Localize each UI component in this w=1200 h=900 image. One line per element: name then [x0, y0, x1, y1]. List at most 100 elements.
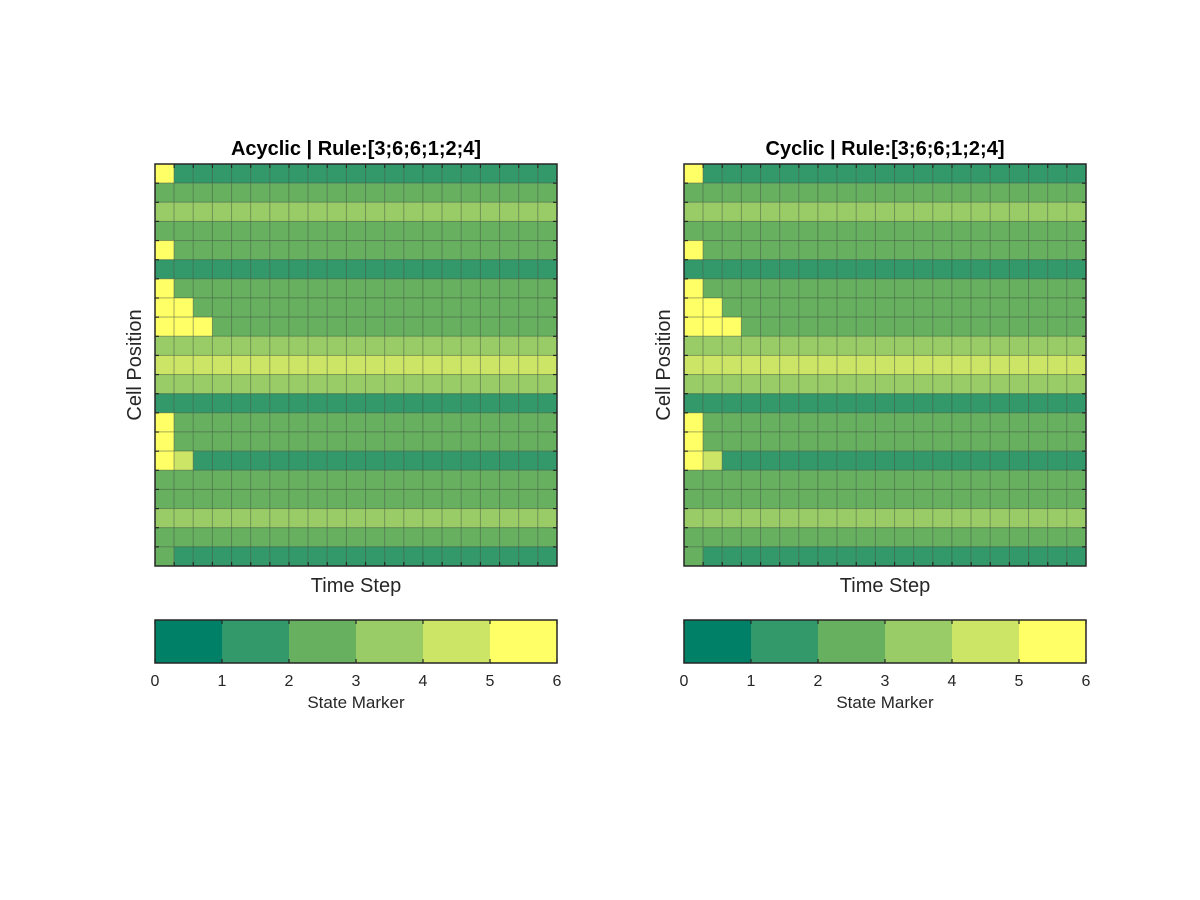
heatmap-cell — [326, 527, 347, 548]
heatmap-cell — [384, 240, 405, 261]
heatmap-cell — [970, 546, 991, 567]
heatmap-cell — [345, 527, 367, 548]
heatmap-cell — [307, 335, 328, 356]
heatmap-cell — [326, 201, 347, 222]
heatmap-cell — [269, 469, 290, 490]
heatmap-cell — [365, 163, 386, 184]
heatmap-cell — [1028, 374, 1049, 395]
heatmap-cell — [1047, 431, 1068, 452]
heatmap-cell — [231, 527, 252, 548]
heatmap-cell — [1066, 163, 1087, 184]
acyclic-colorbar-ticks: 0 1 2 3 4 5 6 — [151, 620, 562, 690]
heatmap-cell — [403, 546, 424, 567]
heatmap-cell — [460, 527, 481, 548]
heatmap-cell — [721, 508, 742, 529]
heatmap-cell — [307, 469, 328, 490]
heatmap-cell — [269, 335, 290, 356]
heatmap-cell — [1028, 201, 1049, 222]
heatmap-cell — [154, 354, 175, 376]
heatmap-cell — [422, 220, 443, 242]
heatmap-cell — [345, 354, 367, 376]
heatmap-cell — [422, 163, 443, 184]
heatmap-cell — [1066, 527, 1087, 548]
heatmap-cell — [441, 374, 462, 395]
acyclic-plot-frame — [154, 163, 558, 567]
heatmap-cell — [1047, 278, 1068, 299]
heatmap-cell — [288, 450, 309, 471]
heatmap-cell — [702, 450, 723, 471]
heatmap-cell — [855, 393, 876, 414]
heatmap-cell — [913, 469, 934, 490]
heatmap-cell — [231, 488, 252, 510]
acyclic-colorbar-label: State Marker — [307, 693, 405, 712]
heatmap-cell — [345, 488, 367, 510]
heatmap-cell — [683, 335, 704, 356]
heatmap-cell — [970, 201, 991, 222]
heatmap-cell — [760, 354, 781, 376]
heatmap-cell — [231, 469, 252, 490]
heatmap-cell — [702, 182, 723, 203]
heatmap-cell — [779, 297, 800, 318]
heatmap-cell — [211, 182, 233, 203]
heatmap-cell — [817, 278, 838, 299]
heatmap-cell — [817, 335, 838, 356]
heatmap-cell — [441, 469, 462, 490]
heatmap-cell — [1066, 412, 1087, 433]
heatmap-cell — [855, 297, 876, 318]
heatmap-cell — [192, 182, 213, 203]
heatmap-cell — [836, 450, 857, 471]
heatmap-cell — [460, 201, 481, 222]
heatmap-cell — [894, 508, 915, 529]
heatmap-cell — [855, 278, 876, 299]
heatmap-cell — [874, 412, 896, 433]
heatmap-cell — [384, 393, 405, 414]
heatmap-cell — [518, 374, 539, 395]
colorbar-segment — [155, 620, 222, 663]
heatmap-cell — [1066, 240, 1087, 261]
heatmap-cell — [403, 163, 424, 184]
heatmap-cell — [326, 335, 347, 356]
colorbar-segment — [423, 620, 490, 663]
heatmap-cell — [951, 354, 972, 376]
heatmap-cell — [989, 220, 1010, 242]
heatmap-cell — [173, 450, 194, 471]
heatmap-cell — [460, 393, 481, 414]
heatmap-cell — [307, 201, 328, 222]
colorbar-tick-label: 6 — [1082, 673, 1091, 690]
heatmap-cell — [721, 201, 742, 222]
heatmap-cell — [817, 316, 838, 337]
heatmap-cell — [211, 240, 233, 261]
heatmap-cell — [537, 527, 558, 548]
heatmap-cell — [365, 374, 386, 395]
heatmap-cell — [836, 316, 857, 337]
heatmap-cell — [365, 469, 386, 490]
heatmap-cell — [173, 469, 194, 490]
heatmap-cell — [798, 431, 819, 452]
acyclic-y-axis-label: Cell Position — [124, 309, 146, 420]
heatmap-cell — [173, 374, 194, 395]
heatmap-cell — [365, 546, 386, 567]
heatmap-cell — [970, 527, 991, 548]
heatmap-cell — [365, 297, 386, 318]
heatmap-cell — [1047, 335, 1068, 356]
heatmap-cell — [989, 163, 1010, 184]
heatmap-cell — [1047, 259, 1068, 280]
heatmap-cell — [932, 488, 953, 510]
heatmap-cell — [479, 335, 501, 356]
heatmap-cell — [683, 508, 704, 529]
heatmap-cell — [779, 508, 800, 529]
heatmap-cell — [740, 354, 762, 376]
heatmap-cell — [384, 163, 405, 184]
heatmap-cell — [855, 374, 876, 395]
heatmap-cell — [760, 182, 781, 203]
heatmap-cell — [384, 182, 405, 203]
heatmap-cell — [422, 201, 443, 222]
heatmap-cell — [874, 546, 896, 567]
heatmap-cell — [211, 316, 233, 337]
heatmap-cell — [384, 488, 405, 510]
heatmap-cell — [326, 546, 347, 567]
heatmap-cell — [760, 335, 781, 356]
heatmap-cell — [460, 488, 481, 510]
heatmap-cell — [760, 163, 781, 184]
heatmap-cell — [932, 316, 953, 337]
